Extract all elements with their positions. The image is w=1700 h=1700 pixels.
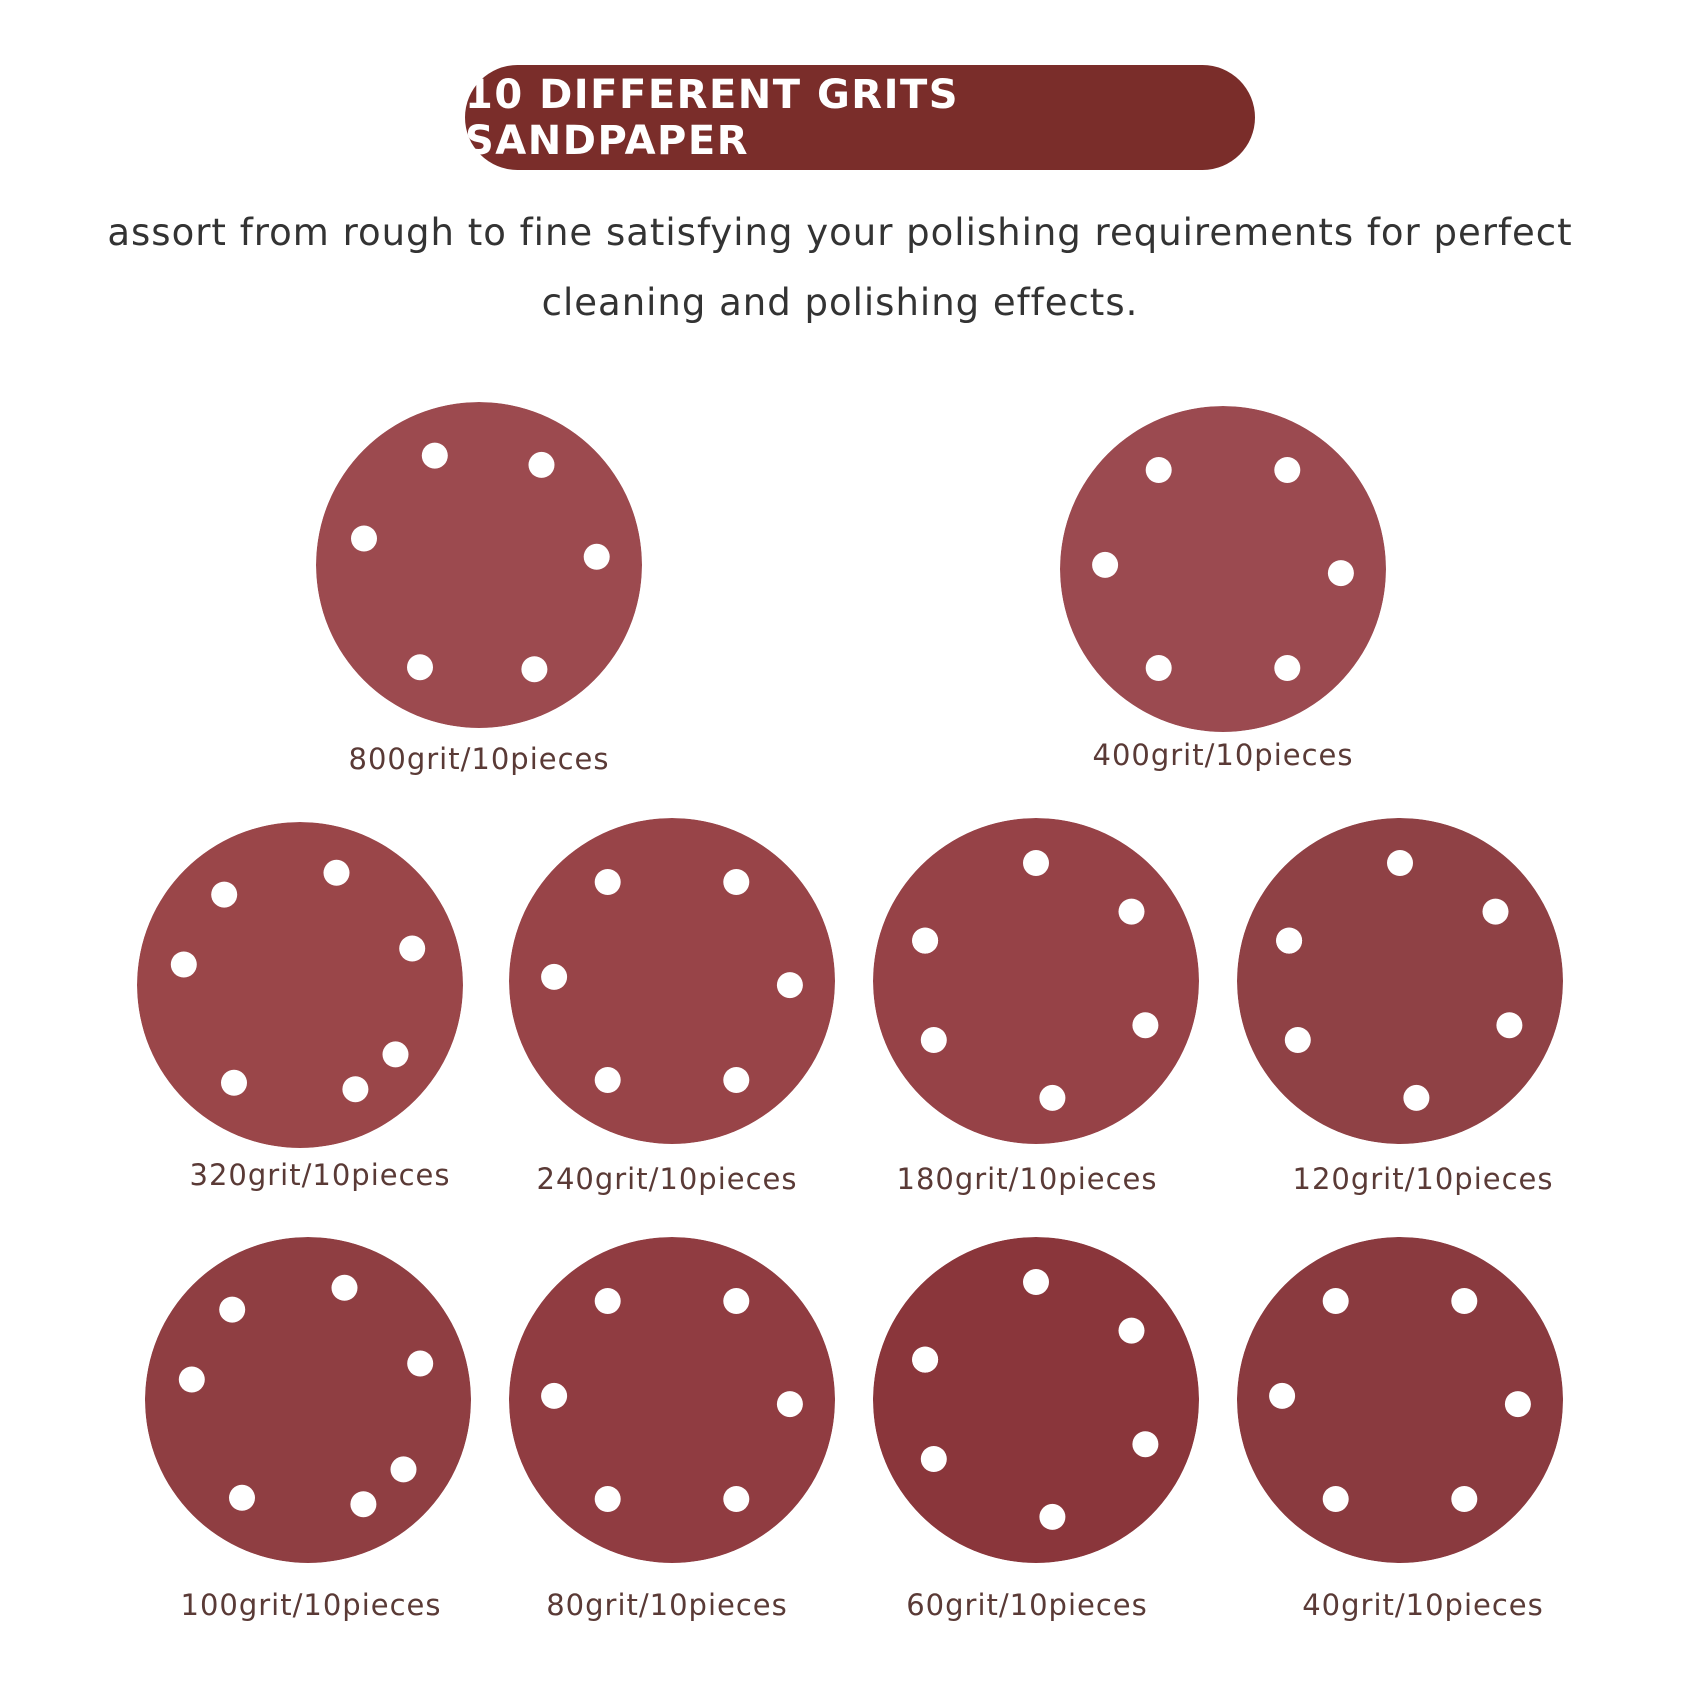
dust-hole — [594, 1067, 621, 1093]
dust-hole — [178, 1366, 205, 1393]
dust-hole — [1145, 655, 1172, 681]
dust-hole — [594, 1486, 621, 1512]
sanding-disc-40 — [1237, 1237, 1563, 1563]
dust-hole — [541, 1382, 568, 1409]
sanding-disc-80 — [509, 1237, 835, 1563]
dust-hole — [342, 1076, 369, 1103]
dust-hole — [1039, 1084, 1066, 1111]
disc-graphic — [145, 1237, 471, 1563]
dust-hole — [1132, 1012, 1159, 1039]
dust-hole — [723, 1067, 750, 1093]
dust-hole — [211, 881, 238, 908]
sanding-disc-240 — [509, 818, 835, 1144]
disc-graphic — [1060, 406, 1386, 732]
dust-hole — [351, 525, 377, 552]
dust-hole — [723, 1486, 750, 1512]
subtitle-line-1: assort from rough to fine satisfying you… — [107, 211, 1573, 254]
disc-graphic — [509, 1237, 835, 1563]
dust-hole — [1482, 898, 1509, 925]
dust-hole — [382, 1041, 409, 1068]
dust-hole — [1145, 457, 1172, 483]
dust-hole — [1322, 1486, 1349, 1512]
sanding-disc-800 — [316, 402, 642, 728]
dust-hole — [1118, 898, 1145, 925]
dust-hole — [1023, 850, 1049, 876]
dust-hole — [1322, 1288, 1349, 1314]
dust-hole — [541, 963, 568, 990]
subtitle: assort from rough to fine satisfying you… — [60, 198, 1620, 338]
subtitle-line-2: cleaning and polishing effects. — [541, 281, 1139, 324]
dust-hole — [219, 1296, 246, 1323]
dust-hole — [723, 869, 750, 895]
disc-label-180: 180grit/10pieces — [896, 1162, 1158, 1196]
dust-hole — [920, 1446, 947, 1472]
dust-hole — [521, 656, 548, 683]
dust-hole — [776, 972, 803, 999]
disc-graphic — [873, 818, 1199, 1144]
dust-hole — [1327, 560, 1354, 587]
disc-graphic — [1237, 818, 1563, 1144]
dust-hole — [920, 1027, 947, 1053]
dust-hole — [1023, 1269, 1049, 1295]
disc-label-40: 40grit/10pieces — [1302, 1588, 1544, 1622]
dust-hole — [1118, 1317, 1145, 1344]
disc-label-80: 80grit/10pieces — [546, 1588, 788, 1622]
disc-label-120: 120grit/10pieces — [1292, 1162, 1554, 1196]
dust-hole — [528, 451, 555, 478]
disc-graphic — [873, 1237, 1199, 1563]
dust-hole — [221, 1069, 247, 1096]
dust-hole — [912, 1346, 939, 1373]
dust-hole — [723, 1288, 750, 1314]
dust-hole — [1274, 457, 1301, 483]
sanding-disc-180 — [873, 818, 1199, 1144]
disc-graphic — [316, 402, 642, 728]
title-banner: 10 DIFFERENT GRITS SANDPAPER — [465, 65, 1255, 170]
dust-hole — [1387, 850, 1413, 876]
dust-hole — [912, 927, 939, 954]
dust-hole — [407, 654, 433, 681]
dust-hole — [1276, 927, 1303, 954]
dust-hole — [390, 1456, 417, 1483]
dust-hole — [229, 1484, 255, 1511]
sanding-disc-400 — [1060, 406, 1386, 732]
dust-hole — [350, 1491, 377, 1518]
sanding-disc-320 — [137, 822, 463, 1148]
dust-hole — [583, 543, 610, 570]
disc-graphic — [1237, 1237, 1563, 1563]
disc-label-100: 100grit/10pieces — [180, 1588, 442, 1622]
dust-hole — [1451, 1486, 1478, 1512]
banner-title: 10 DIFFERENT GRITS SANDPAPER — [465, 71, 960, 164]
dust-hole — [1269, 1382, 1296, 1409]
disc-graphic — [137, 822, 463, 1148]
disc-label-320: 320grit/10pieces — [189, 1158, 451, 1192]
dust-hole — [323, 859, 350, 886]
dust-hole — [1504, 1391, 1531, 1418]
dust-hole — [1403, 1084, 1430, 1111]
disc-label-60: 60grit/10pieces — [906, 1588, 1148, 1622]
dust-hole — [399, 935, 426, 962]
dust-hole — [594, 1288, 621, 1314]
dust-hole — [1132, 1431, 1159, 1458]
dust-hole — [1092, 551, 1119, 578]
dust-hole — [421, 442, 448, 469]
dust-hole — [1284, 1027, 1311, 1053]
dust-hole — [407, 1350, 434, 1377]
dust-hole — [776, 1391, 803, 1418]
dust-hole — [1039, 1503, 1066, 1530]
dust-hole — [331, 1274, 358, 1301]
sanding-disc-60 — [873, 1237, 1199, 1563]
sanding-disc-120 — [1237, 818, 1563, 1144]
dust-hole — [1496, 1012, 1523, 1039]
dust-hole — [1274, 655, 1301, 681]
dust-hole — [170, 951, 197, 978]
disc-label-800: 800grit/10pieces — [348, 742, 610, 776]
disc-label-240: 240grit/10pieces — [536, 1162, 798, 1196]
disc-graphic — [509, 818, 835, 1144]
dust-hole — [594, 869, 621, 895]
disc-label-400: 400grit/10pieces — [1092, 738, 1354, 772]
dust-hole — [1451, 1288, 1478, 1314]
sanding-disc-100 — [145, 1237, 471, 1563]
